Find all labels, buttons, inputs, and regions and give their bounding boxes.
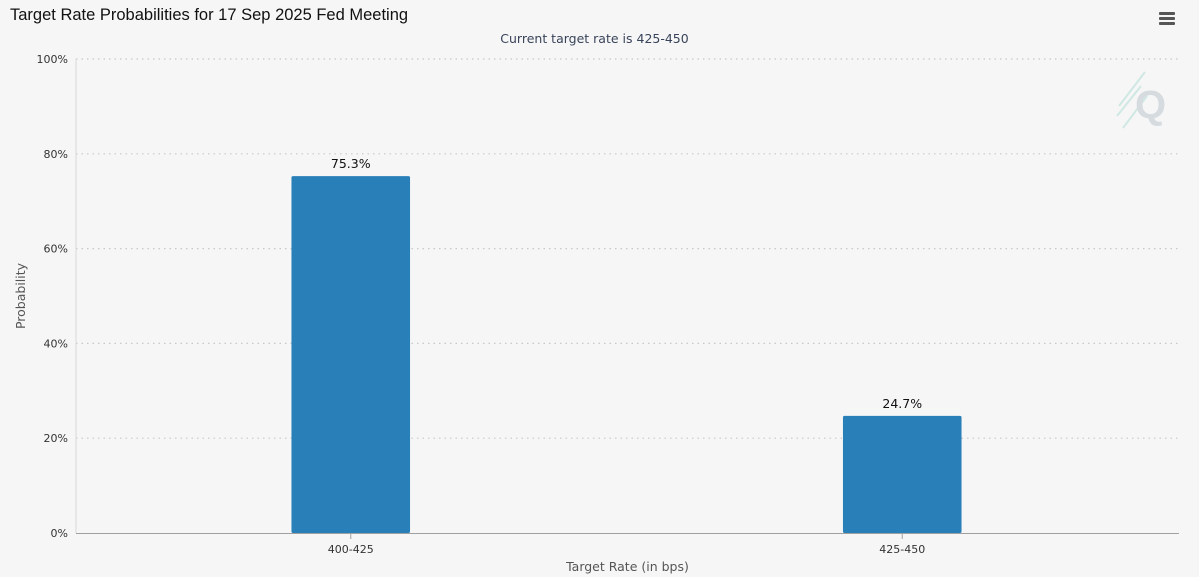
y-tick-label: 20%	[44, 432, 68, 445]
y-tick-label: 40%	[44, 337, 68, 350]
x-tick-label: 400-425	[328, 543, 374, 556]
y-tick-label: 100%	[37, 53, 68, 66]
grid-lines	[76, 58, 1179, 439]
x-tick-label: 425-450	[879, 543, 925, 556]
y-tick-label: 80%	[44, 148, 68, 161]
bar-425-450[interactable]	[842, 415, 962, 533]
svg-text:Q: Q	[1135, 83, 1166, 127]
y-axis-title: Probability	[13, 262, 28, 329]
bar-400-425[interactable]	[291, 176, 411, 533]
hamburger-menu-icon[interactable]	[1155, 9, 1179, 29]
x-axis-title: Target Rate (in bps)	[565, 559, 689, 574]
y-tick-label: 60%	[44, 243, 68, 256]
bar-data-label: 75.3%	[331, 156, 371, 171]
chart-subtitle: Current target rate is 425-450	[500, 31, 689, 46]
bars: 75.3% 24.7%	[291, 156, 962, 533]
axes: 0% 20% 40% 60% 80% 100% 400-425 425-450	[37, 53, 1179, 556]
quikstrike-logo-icon: Q	[1116, 71, 1166, 129]
bar-data-label: 24.7%	[882, 396, 922, 411]
chart-title: Target Rate Probabilities for 17 Sep 202…	[10, 6, 409, 24]
y-tick-label: 0%	[51, 527, 68, 540]
